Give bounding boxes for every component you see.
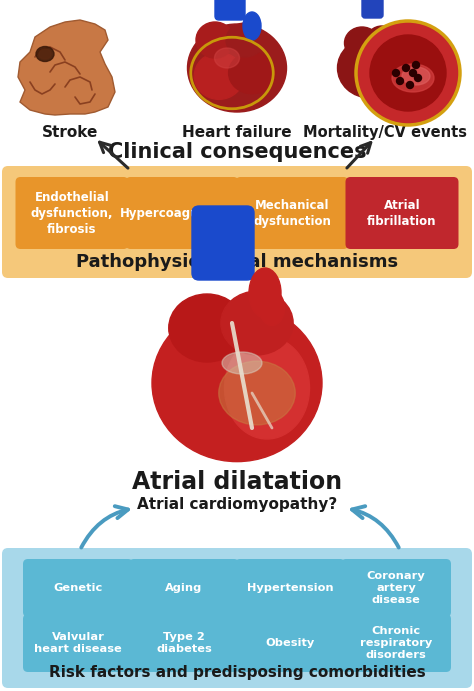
Text: Pathophysiological mechanisms: Pathophysiological mechanisms [76,253,398,271]
Polygon shape [18,20,115,115]
Text: Type 2
diabetes: Type 2 diabetes [156,632,212,654]
Ellipse shape [215,48,239,68]
FancyBboxPatch shape [126,177,238,249]
Circle shape [396,77,403,84]
Text: Atrial cardiomyopathy?: Atrial cardiomyopathy? [137,497,337,511]
FancyBboxPatch shape [23,614,133,672]
Ellipse shape [337,38,402,98]
Ellipse shape [219,361,295,425]
FancyBboxPatch shape [341,559,451,617]
Ellipse shape [249,268,281,318]
FancyBboxPatch shape [192,206,254,280]
Text: Heart failure: Heart failure [182,124,292,140]
Ellipse shape [196,22,234,58]
Ellipse shape [345,27,380,59]
Text: Endothelial
dysfunction,
fibrosis: Endothelial dysfunction, fibrosis [31,191,113,236]
Circle shape [407,82,413,88]
Circle shape [392,70,400,77]
Ellipse shape [221,291,293,355]
FancyBboxPatch shape [346,177,458,249]
Text: Hypertension: Hypertension [246,583,333,593]
Ellipse shape [152,304,322,462]
FancyBboxPatch shape [2,166,472,278]
FancyBboxPatch shape [129,559,239,617]
Circle shape [402,64,410,71]
Text: Atrial dilatation: Atrial dilatation [132,470,342,494]
Text: Clinical consequences: Clinical consequences [108,142,366,162]
Ellipse shape [36,46,54,61]
Text: Hypercoagulability: Hypercoagulability [119,207,245,220]
Ellipse shape [243,12,261,40]
Ellipse shape [366,26,398,56]
FancyBboxPatch shape [129,614,239,672]
Ellipse shape [188,24,286,112]
Text: Valvular
heart disease: Valvular heart disease [34,632,122,654]
Ellipse shape [228,53,275,93]
Text: Coronary
artery
disease: Coronary artery disease [366,571,425,605]
Text: Aging: Aging [165,583,202,593]
Ellipse shape [392,64,434,92]
Text: Atrial
fibrillation: Atrial fibrillation [367,198,437,227]
FancyBboxPatch shape [362,0,383,18]
Ellipse shape [194,53,244,100]
Text: Obesity: Obesity [265,638,315,648]
Ellipse shape [402,67,430,85]
Ellipse shape [39,49,51,59]
Ellipse shape [169,294,245,362]
Text: Mechanical
dysfunction: Mechanical dysfunction [253,198,331,227]
FancyBboxPatch shape [236,177,348,249]
FancyBboxPatch shape [2,548,472,688]
Circle shape [414,75,421,82]
Circle shape [356,21,460,125]
FancyBboxPatch shape [235,559,345,617]
Ellipse shape [225,337,310,439]
Circle shape [370,35,446,111]
FancyBboxPatch shape [16,177,128,249]
Text: Mortality/CV events: Mortality/CV events [303,124,467,140]
Ellipse shape [226,23,264,57]
FancyBboxPatch shape [215,0,245,20]
Ellipse shape [259,290,284,325]
Text: Chronic
respiratory
disorders: Chronic respiratory disorders [360,627,432,660]
Circle shape [410,70,417,77]
FancyBboxPatch shape [235,614,345,672]
FancyBboxPatch shape [341,614,451,672]
Text: Stroke: Stroke [42,124,98,140]
Ellipse shape [222,352,262,374]
FancyBboxPatch shape [23,559,133,617]
Text: Genetic: Genetic [54,583,103,593]
Circle shape [412,61,419,68]
Text: Risk factors and predisposing comorbidities: Risk factors and predisposing comorbidit… [49,665,425,679]
